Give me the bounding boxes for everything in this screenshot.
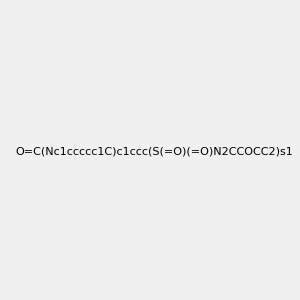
Text: O=C(Nc1ccccc1C)c1ccc(S(=O)(=O)N2CCOCC2)s1: O=C(Nc1ccccc1C)c1ccc(S(=O)(=O)N2CCOCC2)s… bbox=[15, 146, 292, 157]
